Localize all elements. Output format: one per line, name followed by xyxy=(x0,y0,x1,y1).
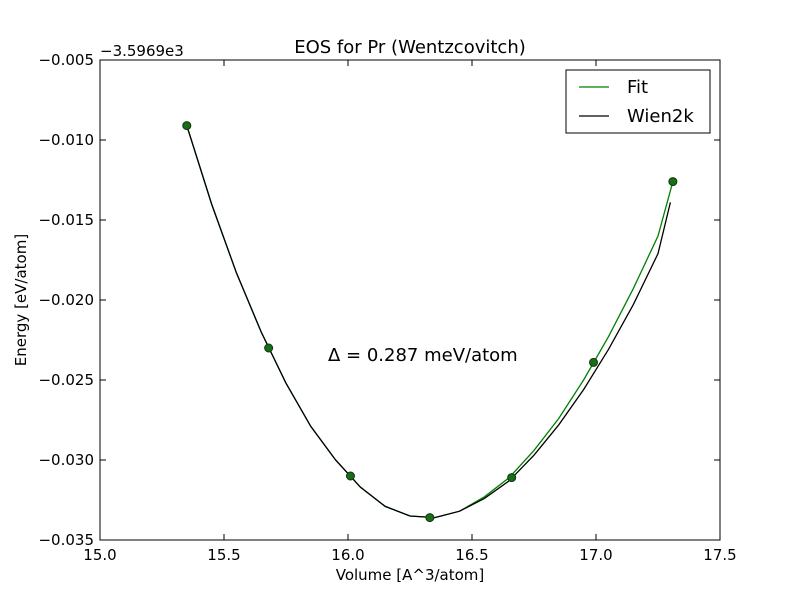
plot-frame xyxy=(99,59,721,541)
y-tick-label: −0.010 xyxy=(38,131,94,149)
y-axis-label: Energy [eV/atom] xyxy=(12,234,30,366)
x-tick-label: 17.0 xyxy=(579,546,612,564)
x-tick-label: 15.5 xyxy=(207,546,240,564)
data-point xyxy=(182,121,192,131)
y-tick-label: −0.035 xyxy=(38,531,94,549)
y-offset-label: −3.5969e3 xyxy=(100,42,184,60)
legend-label-fit: Fit xyxy=(627,77,648,98)
legend-box xyxy=(565,69,711,134)
x-tick-label: 17.5 xyxy=(703,546,736,564)
y-tick-label: −0.020 xyxy=(38,291,94,309)
delta-annotation: Δ = 0.287 meV/atom xyxy=(328,345,518,366)
legend: Fit Wien2k xyxy=(565,69,711,134)
data-point xyxy=(668,177,678,187)
data-point xyxy=(507,473,517,483)
y-tick-label: −0.030 xyxy=(38,451,94,469)
data-point xyxy=(425,513,435,523)
y-tick-label: −0.025 xyxy=(38,371,94,389)
chart-title: EOS for Pr (Wentzcovitch) xyxy=(294,37,526,58)
data-point xyxy=(264,343,274,353)
x-tick-label: 16.0 xyxy=(331,546,364,564)
plot-area xyxy=(99,59,721,541)
x-tick-label: 15.0 xyxy=(83,546,116,564)
x-axis-label: Volume [A^3/atom] xyxy=(336,566,485,584)
tick-labels: 15.0 15.5 16.0 16.5 17.0 17.5 −0.005 −0.010 −0.0… xyxy=(38,51,736,564)
legend-label-wien2k: Wien2k xyxy=(627,106,694,127)
y-tick-label: −0.015 xyxy=(38,211,94,229)
y-tick-label: −0.005 xyxy=(38,51,94,69)
data-points xyxy=(182,121,678,523)
data-point xyxy=(345,471,355,481)
x-tick-label: 16.5 xyxy=(455,546,488,564)
data-point xyxy=(589,357,599,367)
